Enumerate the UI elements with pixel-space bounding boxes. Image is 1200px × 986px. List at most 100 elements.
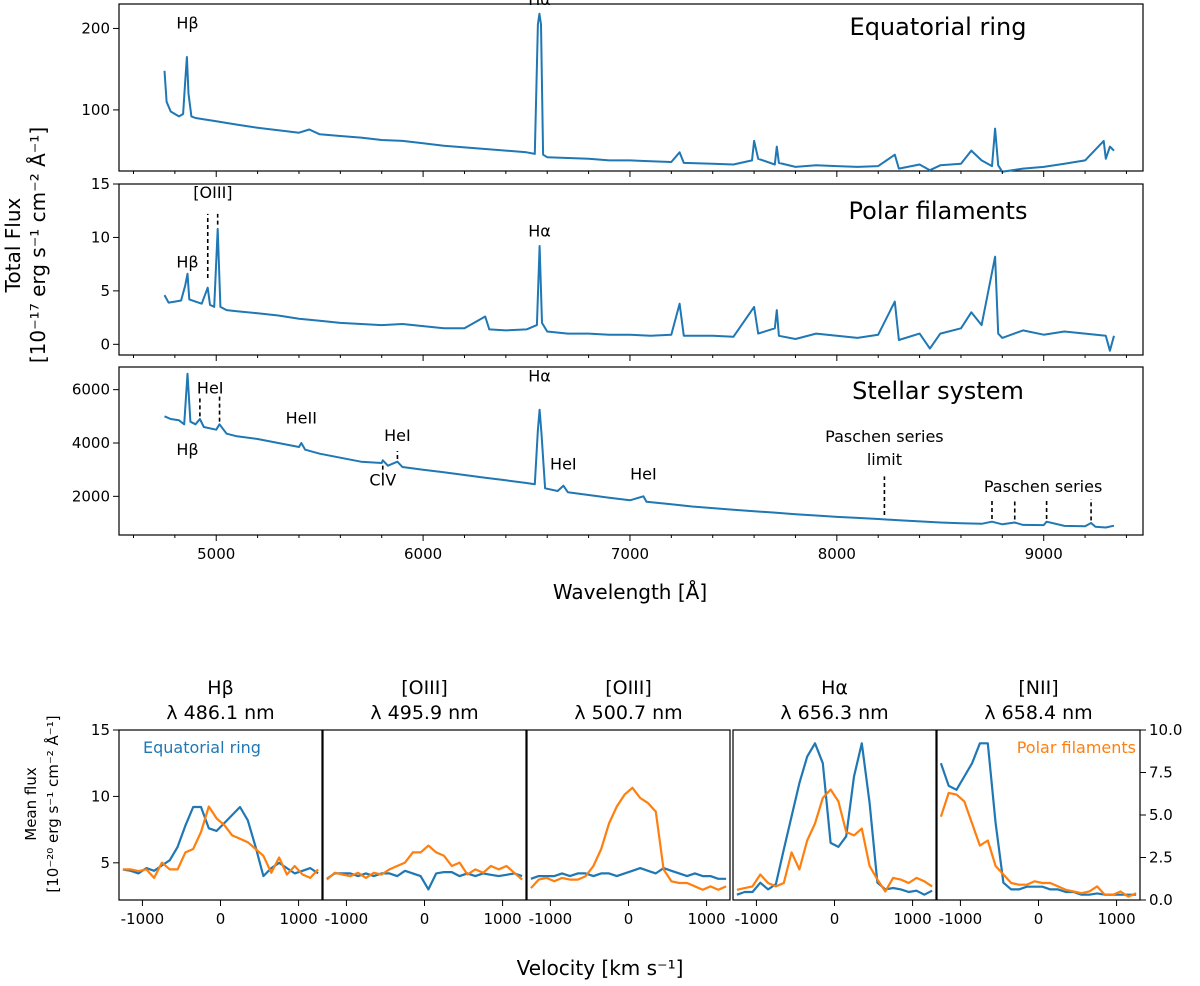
- y-tick-label: 10: [91, 787, 110, 805]
- axes-frame: [118, 366, 1144, 536]
- y-tick-label: 10: [91, 228, 110, 246]
- panel-title: Stellar system: [852, 377, 1024, 405]
- line-annotation: Hβ: [176, 13, 198, 32]
- profile-title-line2: λ 495.9 nm: [370, 702, 478, 724]
- spectrum-panel-3: 5000 6000 7000 8000 9000 2000 4000 6000 Stellar …: [72, 366, 1144, 563]
- profile-title-line2: λ 658.4 nm: [984, 702, 1092, 724]
- profile-panel-5: -1000 0 1000 [NII] λ 658.4 nm 0.0 2.5 5.0 7.5 10.…: [936, 677, 1182, 928]
- equatorial-ring-line: [530, 866, 727, 880]
- polar-filaments-line: [530, 786, 727, 891]
- x-tick-label: -1000: [325, 910, 369, 928]
- spectrum-line: [163, 227, 1115, 352]
- equatorial-ring-line: [736, 742, 933, 896]
- spectra-panels: 100 200 Equatorial ring Hβ Hα 0 5 10 15 Polar fil…: [72, 0, 1144, 563]
- y-tick-label: 4000: [72, 434, 110, 452]
- equatorial-ring-line: [122, 805, 319, 878]
- profile-title-line1: Hβ: [207, 677, 233, 699]
- x-tick-label: 1000: [483, 910, 521, 928]
- line-annotation: [OIII]: [193, 183, 232, 202]
- x-tick-label: 9000: [1025, 545, 1063, 563]
- x-tick-label: 0: [420, 910, 430, 928]
- legend-polar-filaments: Polar filaments: [1017, 738, 1136, 757]
- y-tick-label: 2000: [72, 487, 110, 505]
- y-tick-label-right: 7.5: [1149, 764, 1173, 782]
- x-tick-label: 6000: [404, 545, 442, 563]
- x-tick-label: 0: [830, 910, 840, 928]
- profile-title-line2: λ 500.7 nm: [574, 702, 682, 724]
- top-ylabel-line2: [10⁻¹⁷ erg s⁻¹ cm⁻² Å⁻¹]: [26, 127, 50, 363]
- profile-panel-2: -1000 0 1000 [OIII] λ 495.9 nm: [322, 677, 527, 928]
- x-tick-label: -1000: [121, 910, 165, 928]
- x-tick-label: 1000: [687, 910, 725, 928]
- x-tick-label: -1000: [939, 910, 983, 928]
- x-tick-label: -1000: [529, 910, 573, 928]
- x-tick-label: 5000: [197, 545, 235, 563]
- x-tick-label: 8000: [818, 545, 856, 563]
- y-tick-label: 15: [91, 175, 110, 193]
- y-tick-label: 5: [100, 282, 110, 300]
- panel-title: Equatorial ring: [850, 13, 1027, 41]
- y-tick-label: 5: [100, 854, 110, 872]
- y-tick-label-right: 5.0: [1149, 806, 1173, 824]
- polar-filaments-line: [122, 805, 319, 880]
- y-tick-label-right: 10.0: [1149, 721, 1182, 739]
- x-tick-label: 0: [624, 910, 634, 928]
- spectrum-line: [164, 372, 1115, 529]
- legend-equatorial-ring: Equatorial ring: [143, 738, 261, 757]
- line-annotation: limit: [867, 450, 902, 469]
- line-annotation: Hα: [528, 221, 551, 240]
- x-tick-label: 1000: [893, 910, 931, 928]
- profile-title-line1: Hα: [821, 677, 848, 699]
- bottom-ylabel-line2: [10⁻²⁰ erg s⁻¹ cm⁻² Å⁻¹]: [43, 715, 62, 892]
- polar-filaments-line: [736, 788, 933, 893]
- line-annotation: Hα: [528, 367, 551, 386]
- line-annotation: Hβ: [176, 440, 198, 459]
- x-tick-label: -1000: [735, 910, 779, 928]
- polar-filaments-line: [326, 844, 523, 881]
- axes-frame: [732, 729, 937, 901]
- x-tick-label: 1000: [1097, 910, 1135, 928]
- bottom-ylabel-line1: Mean flux: [22, 767, 40, 841]
- bottom-xlabel: Velocity [km s⁻¹]: [517, 956, 684, 980]
- line-annotation: CIV: [369, 471, 396, 490]
- line-annotation: Paschen series: [984, 477, 1102, 496]
- y-tick-label: 100: [81, 101, 110, 119]
- axes-frame: [118, 183, 1144, 356]
- profile-panel-4: -1000 0 1000 Hα λ 656.3 nm: [732, 677, 937, 928]
- profile-title-line2: λ 656.3 nm: [780, 702, 888, 724]
- profile-title-line2: λ 486.1 nm: [166, 702, 274, 724]
- line-annotation: HeI: [550, 455, 577, 474]
- line-annotation: HeI: [630, 465, 657, 484]
- y-tick-label: 200: [81, 19, 110, 37]
- y-tick-label-right: 0.0: [1149, 891, 1173, 909]
- x-tick-label: 1000: [279, 910, 317, 928]
- top-xlabel: Wavelength [Å]: [553, 580, 707, 604]
- top-ylabel-line1: Total Flux: [1, 198, 25, 294]
- line-annotation: Hα: [528, 0, 551, 9]
- x-tick-label: 0: [1034, 910, 1044, 928]
- axes-frame: [118, 3, 1144, 172]
- spectrum-panel-1: 100 200 Equatorial ring Hβ Hα: [81, 0, 1144, 177]
- profile-title-line1: [OIII]: [605, 677, 652, 699]
- line-annotation: HeI: [384, 426, 411, 445]
- profile-title-line1: [OIII]: [401, 677, 448, 699]
- line-profile-panels: -1000 0 1000 Hβ λ 486.1 nm 5 10 15 Equatorial ri…: [91, 677, 1183, 928]
- spectrum-line: [163, 12, 1115, 173]
- profile-panel-3: -1000 0 1000 [OIII] λ 500.7 nm: [526, 677, 731, 928]
- line-annotation: Paschen series: [825, 427, 943, 446]
- line-annotation: HeI: [197, 379, 224, 398]
- y-tick-label: 6000: [72, 381, 110, 399]
- spectrum-panel-2: 0 5 10 15 Polar filaments Hβ [OIII] Hα: [91, 175, 1144, 361]
- profile-panel-1: -1000 0 1000 Hβ λ 486.1 nm 5 10 15 Equatorial ri…: [91, 677, 323, 928]
- y-tick-label: 0: [100, 335, 110, 353]
- profile-title-line1: [NII]: [1018, 677, 1058, 699]
- y-tick-label-right: 2.5: [1149, 849, 1173, 867]
- equatorial-ring-line: [326, 869, 523, 891]
- polar-filaments-line: [939, 791, 1137, 898]
- line-annotation: Hβ: [176, 252, 198, 271]
- x-tick-label: 0: [216, 910, 226, 928]
- y-tick-label: 15: [91, 721, 110, 739]
- x-tick-label: 7000: [611, 545, 649, 563]
- line-annotation: HeII: [286, 409, 317, 428]
